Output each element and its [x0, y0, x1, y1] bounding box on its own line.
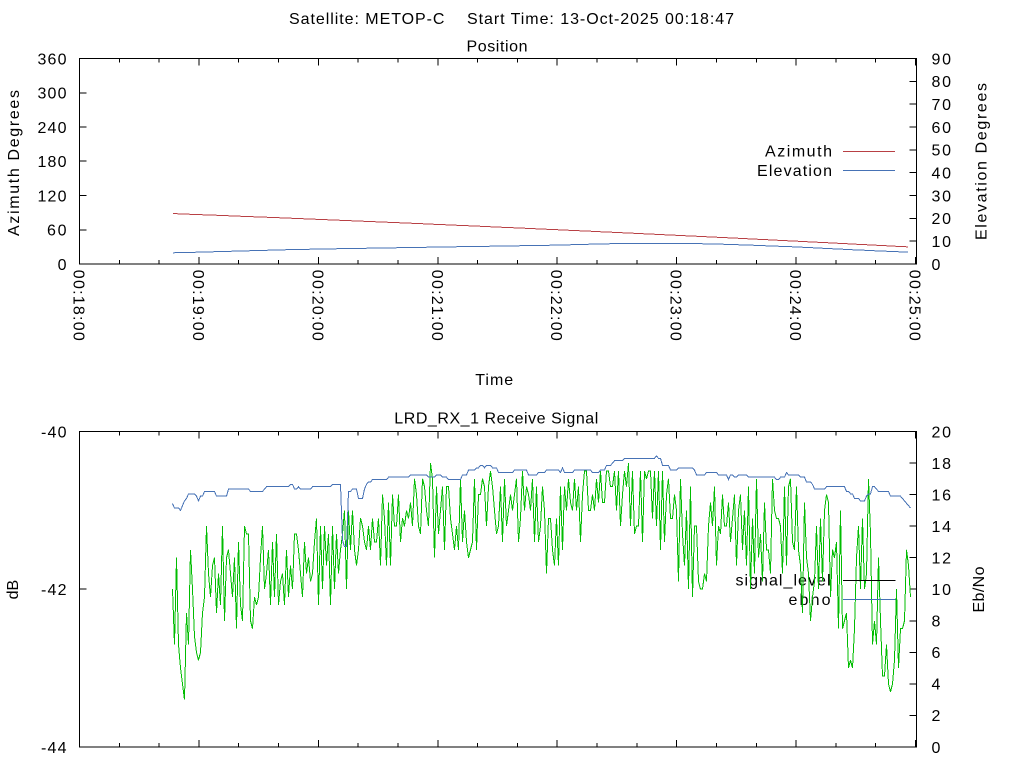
svg-text:240: 240: [38, 120, 67, 137]
svg-text:80: 80: [932, 74, 952, 91]
svg-text:-44: -44: [41, 740, 67, 757]
svg-text:60: 60: [932, 120, 952, 137]
svg-text:-42: -42: [41, 582, 67, 599]
svg-text:-40: -40: [41, 424, 67, 441]
svg-text:8: 8: [932, 614, 941, 631]
svg-text:Elevation Degrees: Elevation Degrees: [974, 83, 991, 240]
svg-text:70: 70: [932, 97, 952, 114]
svg-text:00:24:00: 00:24:00: [786, 270, 803, 341]
svg-text:Azimuth Degrees: Azimuth Degrees: [6, 90, 23, 236]
svg-text:Eb/No: Eb/No: [971, 566, 988, 612]
svg-text:2: 2: [932, 708, 941, 725]
svg-text:18: 18: [932, 456, 952, 473]
svg-text:16: 16: [932, 487, 952, 504]
svg-text:signal_level: signal_level: [736, 573, 831, 590]
svg-text:Elevation: Elevation: [757, 163, 832, 180]
svg-text:00:19:00: 00:19:00: [189, 270, 206, 341]
svg-text:90: 90: [932, 51, 952, 68]
svg-text:10: 10: [932, 234, 952, 251]
svg-text:10: 10: [932, 582, 952, 599]
svg-text:120: 120: [38, 188, 67, 205]
svg-text:30: 30: [932, 188, 952, 205]
svg-text:Azimuth: Azimuth: [765, 144, 832, 161]
svg-text:00:18:00: 00:18:00: [70, 270, 87, 341]
svg-text:4: 4: [932, 677, 941, 694]
svg-text:Satellite: METOP-C Start Ti: Satellite: METOP-C Start Time: 13-Oct-20…: [289, 11, 734, 28]
svg-text:12: 12: [932, 551, 952, 568]
svg-text:0: 0: [58, 257, 67, 274]
svg-text:00:21:00: 00:21:00: [428, 270, 445, 341]
svg-text:40: 40: [932, 166, 952, 183]
svg-text:20: 20: [932, 211, 952, 228]
svg-text:360: 360: [38, 51, 67, 68]
svg-text:00:22:00: 00:22:00: [547, 270, 564, 341]
svg-text:00:20:00: 00:20:00: [308, 270, 325, 341]
svg-text:14: 14: [932, 519, 952, 536]
svg-text:dB: dB: [5, 580, 22, 600]
svg-text:300: 300: [38, 86, 67, 103]
svg-text:50: 50: [932, 143, 952, 160]
svg-text:180: 180: [38, 154, 67, 171]
svg-text:00:23:00: 00:23:00: [667, 270, 684, 341]
svg-text:0: 0: [932, 257, 941, 274]
svg-text:LRD_RX_1 Receive Signal: LRD_RX_1 Receive Signal: [394, 411, 598, 428]
svg-text:60: 60: [47, 223, 67, 240]
svg-text:Time: Time: [475, 372, 513, 389]
svg-text:6: 6: [932, 645, 941, 662]
svg-text:0: 0: [932, 740, 941, 757]
svg-text:Position: Position: [467, 38, 528, 55]
svg-text:00:25:00: 00:25:00: [906, 270, 923, 341]
svg-text:20: 20: [932, 424, 952, 441]
